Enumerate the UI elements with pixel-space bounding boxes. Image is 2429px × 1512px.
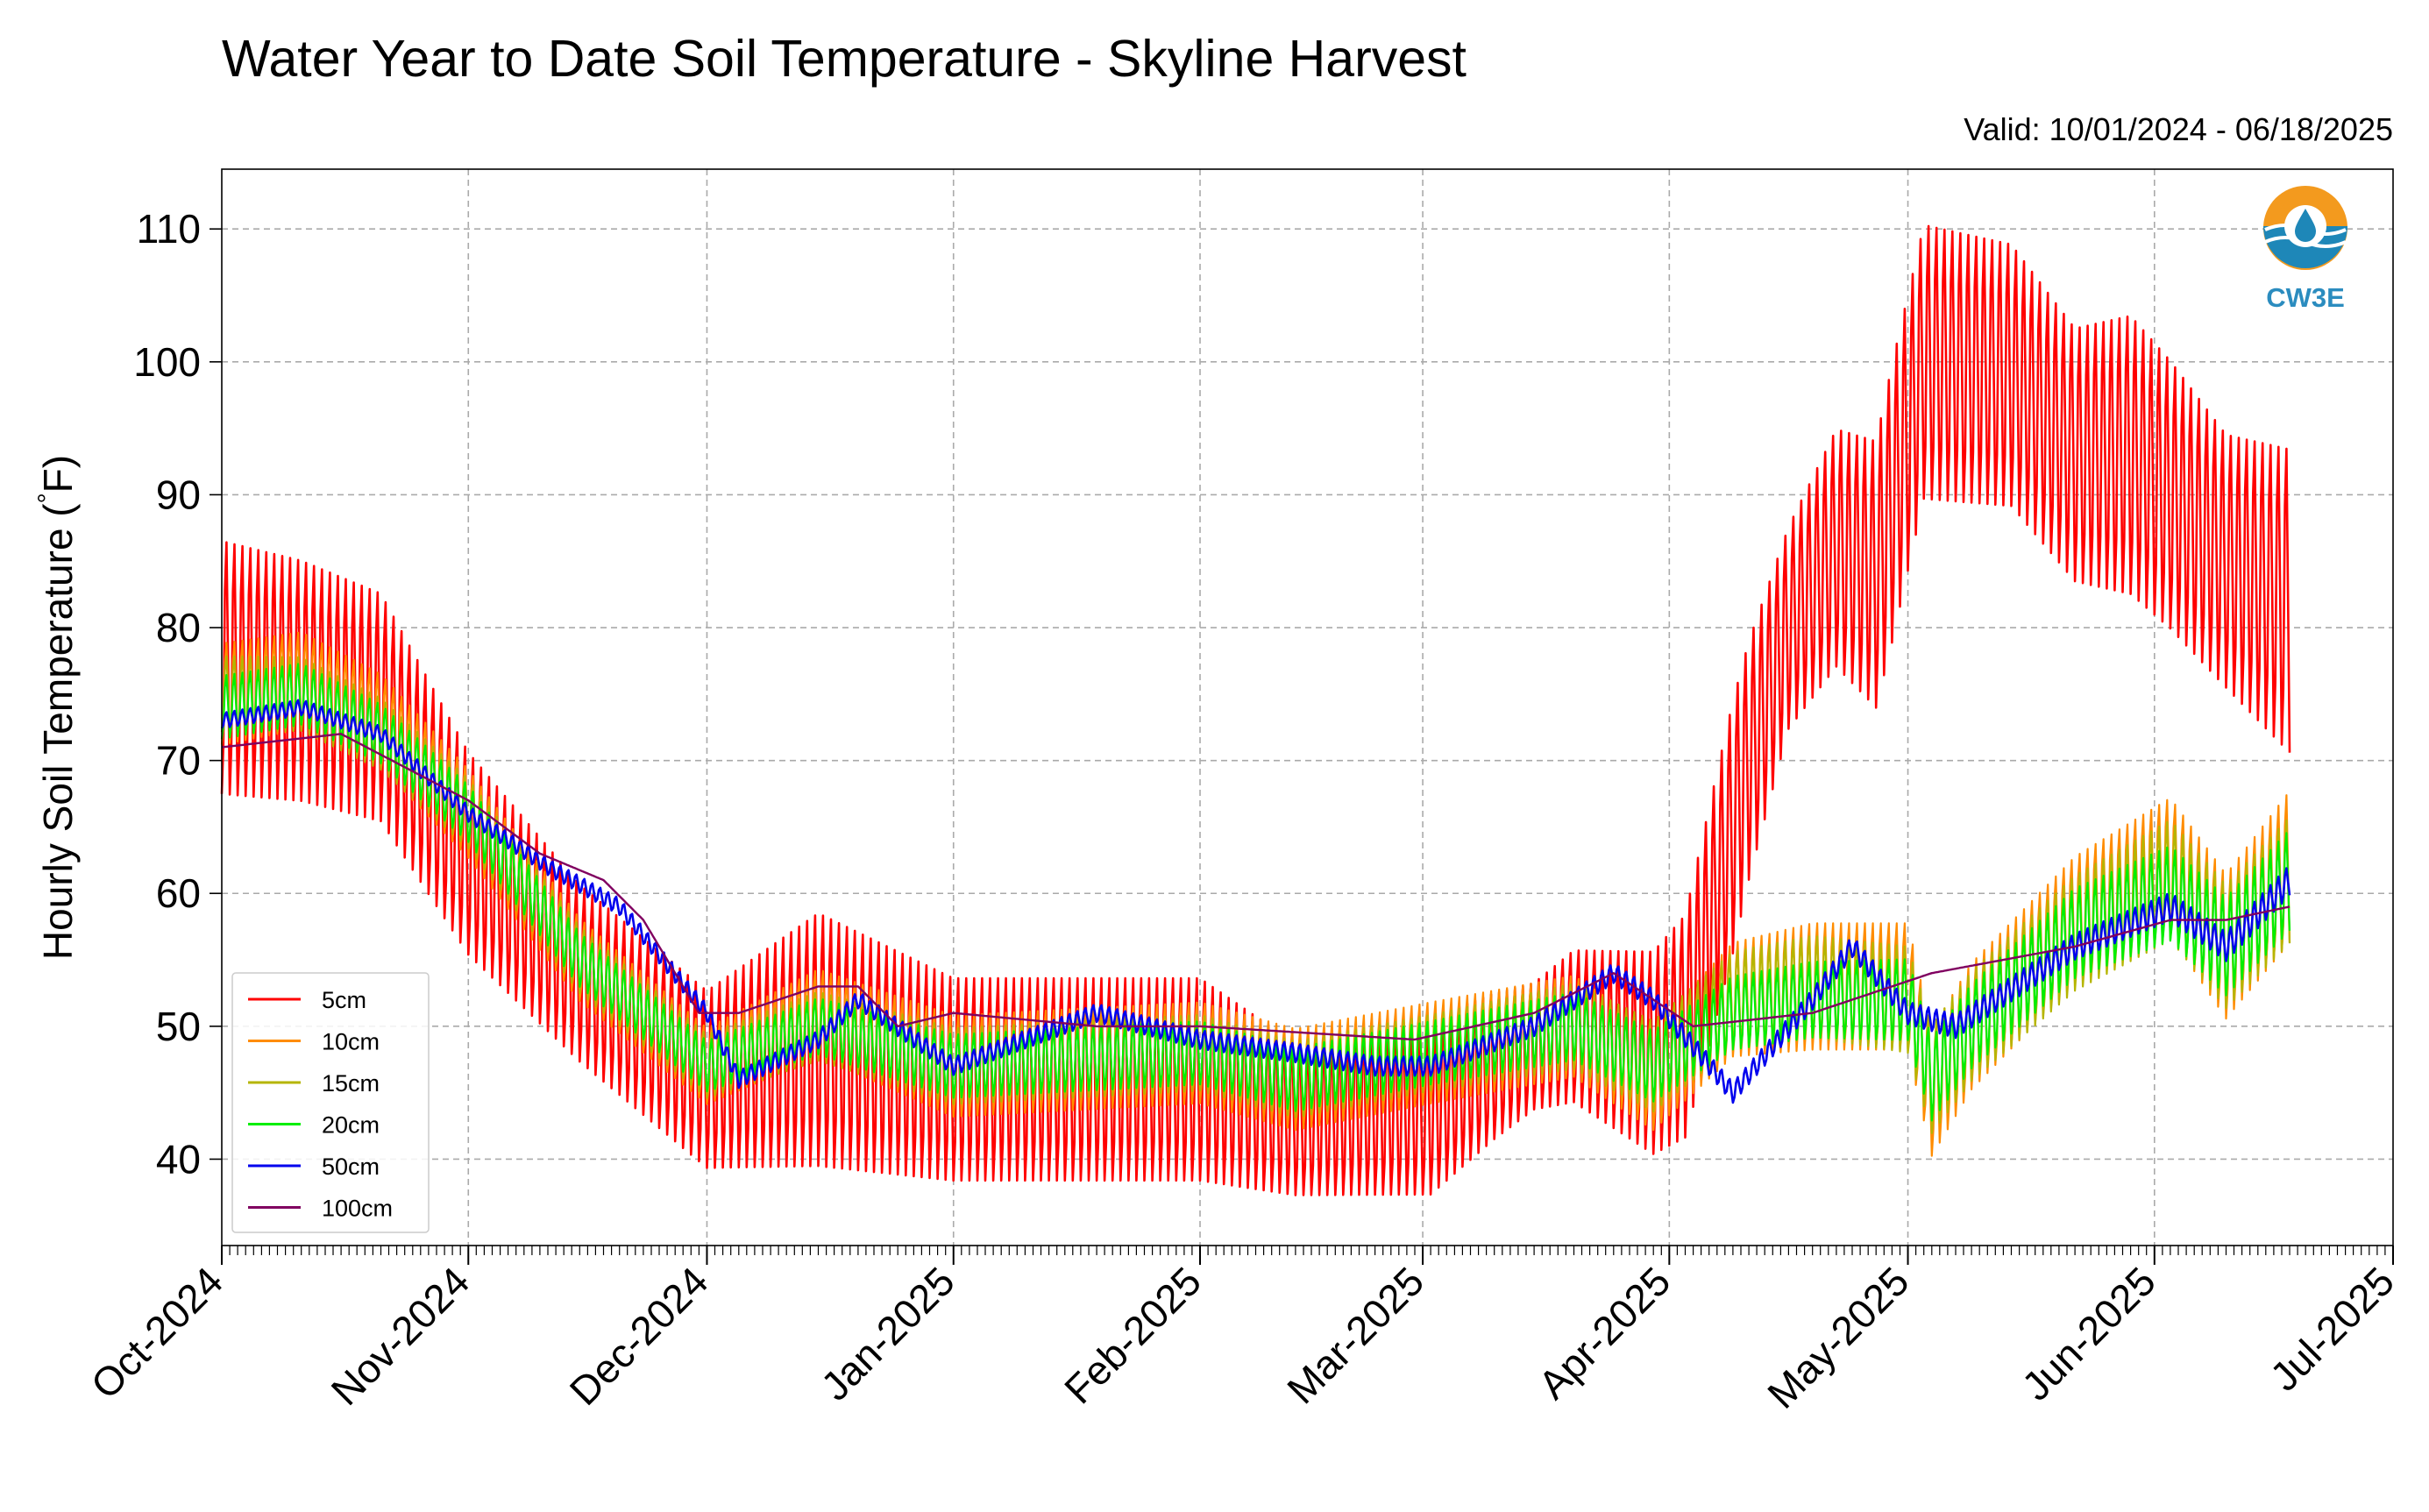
chart-title: Water Year to Date Soil Temperature - Sk… bbox=[222, 30, 1467, 88]
water-drop-icon bbox=[2295, 209, 2316, 242]
series-line-20cm bbox=[220, 663, 2291, 1122]
y-axis-label: Hourly Soil Temperature (°F) bbox=[33, 455, 81, 960]
y-tick-label: 40 bbox=[156, 1136, 201, 1182]
y-tick-label: 100 bbox=[133, 339, 201, 385]
y-tick-label: 50 bbox=[156, 1004, 201, 1049]
y-tick-label: 80 bbox=[156, 605, 201, 650]
legend-label: 10cm bbox=[322, 1029, 380, 1055]
y-tick-label: 60 bbox=[156, 870, 201, 916]
valid-date-range: Valid: 10/01/2024 - 06/18/2025 bbox=[1964, 111, 2393, 147]
plot-frame bbox=[221, 168, 2394, 1246]
x-minor-ticks bbox=[221, 1246, 2394, 1255]
cw3e-logo: CW3E bbox=[2263, 186, 2347, 313]
legend-label: 5cm bbox=[322, 987, 366, 1013]
y-tick-label: 70 bbox=[156, 738, 201, 784]
legend: 5cm 10cm 15cm 20cm 50cm 100cm bbox=[231, 972, 430, 1233]
plot-area bbox=[220, 224, 2291, 1196]
legend-label: 50cm bbox=[322, 1154, 380, 1180]
legend-label: 100cm bbox=[322, 1196, 393, 1222]
logo-text: CW3E bbox=[2266, 282, 2345, 313]
legend-label: 20cm bbox=[322, 1112, 380, 1139]
y-axis: 40 50 60 70 80 90 100 110 bbox=[133, 206, 222, 1182]
legend-label: 15cm bbox=[322, 1070, 380, 1097]
y-tick-label: 90 bbox=[156, 472, 201, 517]
y-tick-label: 110 bbox=[137, 206, 201, 252]
series-line-50cm bbox=[220, 699, 2291, 1104]
legend-box bbox=[231, 972, 430, 1233]
series-line-100cm bbox=[221, 733, 2291, 1041]
